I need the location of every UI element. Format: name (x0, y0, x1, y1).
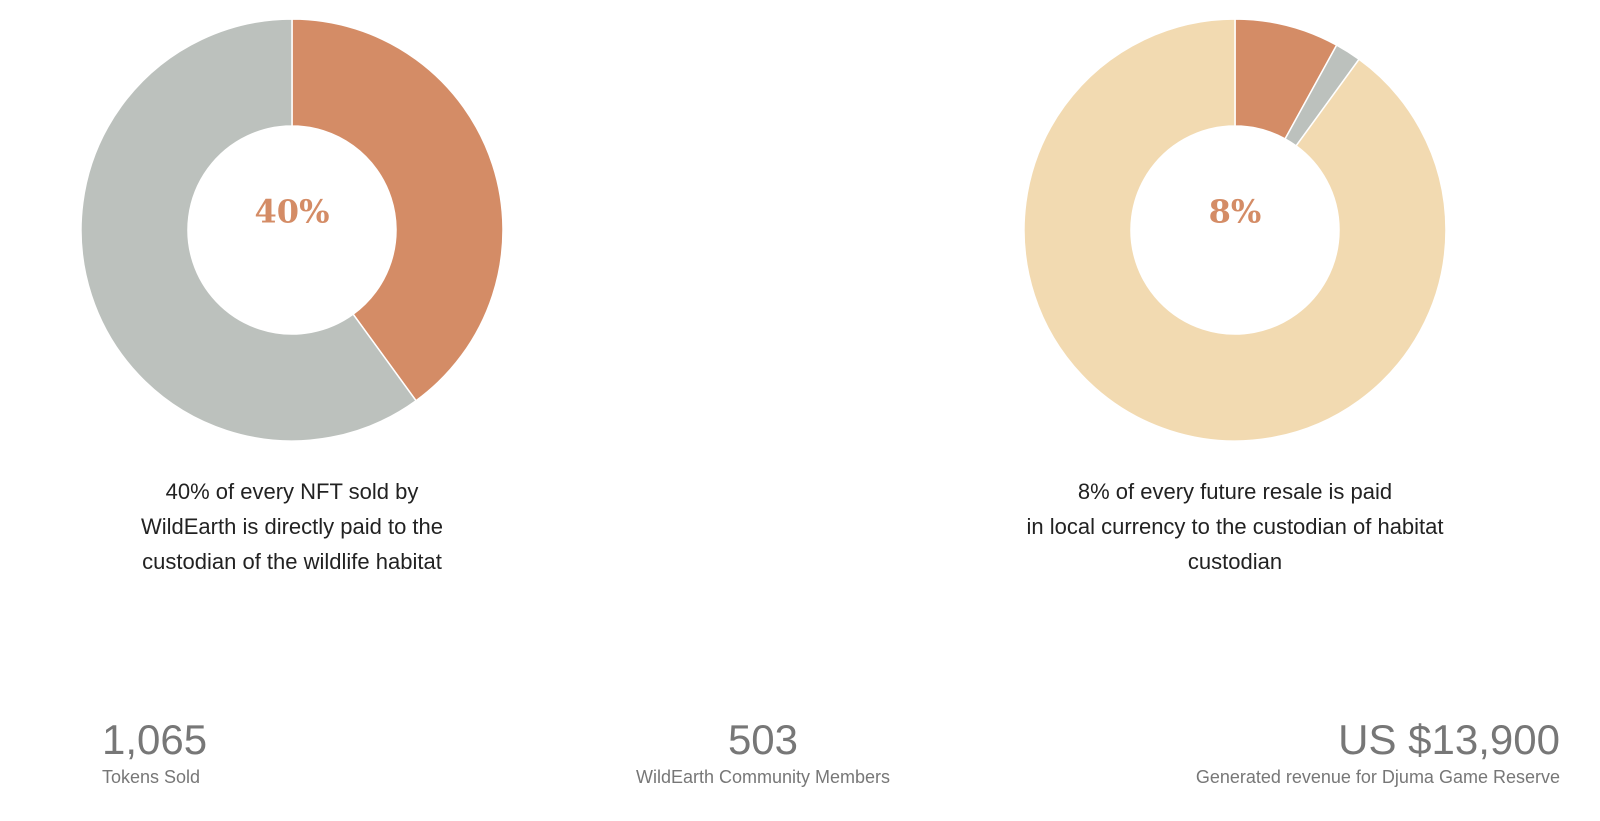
stat-generated-revenue: US $13,900 Generated revenue for Djuma G… (1120, 712, 1560, 788)
stat-tokens-sold: 1,065 Tokens Sold (102, 712, 207, 788)
donut-slice-1 (291, 18, 504, 402)
donut-slice-2 (80, 18, 418, 442)
nft-sales-caption: 40% of every NFT sold by WildEarth is di… (32, 474, 552, 579)
caption-line: 40% of every NFT sold by (165, 479, 419, 504)
stat-label: Generated revenue for Djuma Game Reserve (1195, 767, 1560, 787)
caption-line: custodian of the wildlife habitat (142, 549, 442, 574)
stat-label: Tokens Sold (102, 767, 201, 787)
donut-slices (1023, 18, 1447, 442)
stat-value: 1,065 (102, 716, 208, 763)
donut-chart-nft-sales: 40% (80, 18, 504, 442)
resales-caption: 8% of every future resale is paid in loc… (975, 474, 1495, 579)
donut-slice-3 (1023, 18, 1447, 442)
donut-center-label: 8% (1209, 193, 1262, 231)
donut-chart-nft-sales-svg: 40% (80, 18, 504, 442)
caption-line: in local currency to the custodian of ha… (1026, 514, 1444, 539)
donut-center-label: 40% (255, 193, 330, 231)
donut-slices (80, 18, 504, 442)
stat-label: WildEarth Community Members (635, 767, 891, 787)
stat-community-members: 503 WildEarth Community Members (563, 712, 963, 788)
caption-line: 8% of every future resale is paid (1077, 479, 1393, 504)
donut-chart-resales-svg: 8% (1023, 18, 1447, 442)
stat-value: 503 (727, 716, 799, 763)
stat-value: US $13,900 (1338, 716, 1560, 763)
donut-chart-resales: 8% (1023, 18, 1447, 442)
caption-line: WildEarth is directly paid to the (140, 514, 444, 539)
caption-line: custodian (1187, 549, 1283, 574)
